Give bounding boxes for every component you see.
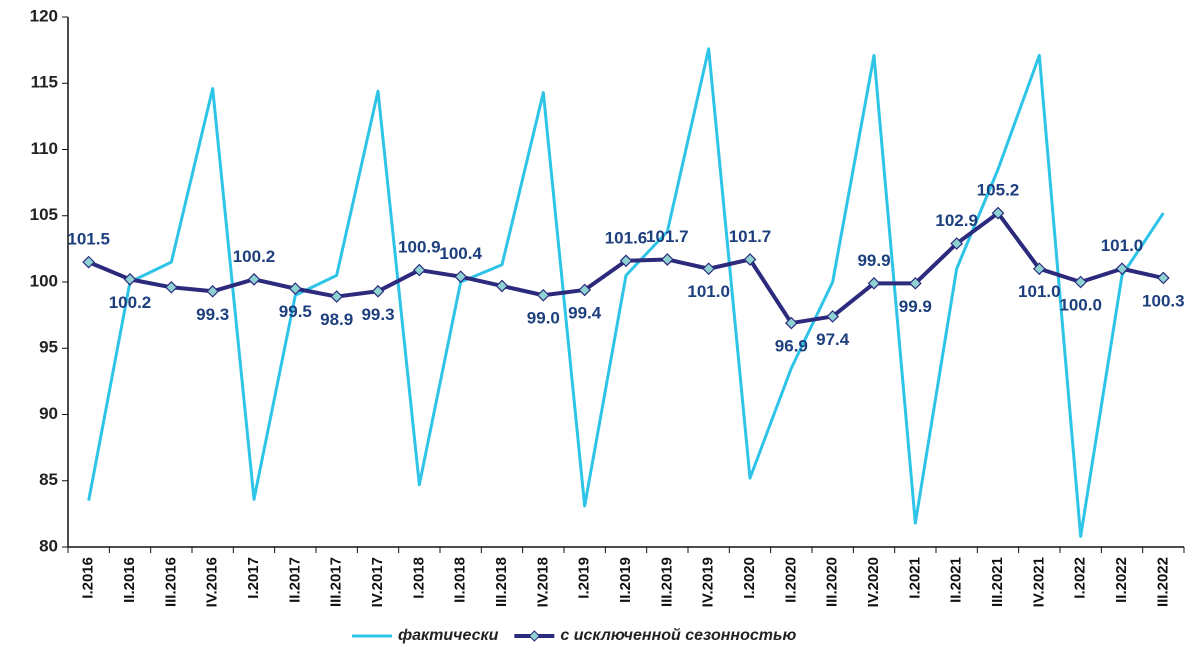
legend-label: фактически [398,627,499,644]
data-label: 101.0 [687,282,730,301]
y-tick-label: 110 [31,139,58,158]
x-tick-label: I.2022 [1072,557,1089,599]
data-label: 101.0 [1018,282,1061,301]
x-tick-label: IV.2017 [369,557,386,607]
x-tick-label: IV.2019 [700,557,717,607]
legend-marker [528,630,541,642]
x-tick-label: III.2019 [658,557,675,607]
data-label: 102.9 [935,211,978,230]
data-label: 99.3 [196,305,229,324]
marker [578,283,592,297]
marker [743,253,757,266]
x-tick-label: I.2020 [741,557,758,599]
marker [164,280,178,294]
data-label: 105.2 [977,181,1020,200]
data-label: 100.3 [1142,292,1185,311]
data-label: 99.3 [361,305,394,324]
marker [206,284,220,298]
x-tick-label: II.2017 [286,557,303,603]
data-label: 100.4 [439,244,482,263]
data-label: 99.9 [899,297,932,316]
x-tick-label: IV.2021 [1030,557,1047,607]
legend-label: с исключенной сезонностью [560,627,796,644]
y-tick-label: 115 [31,73,58,92]
data-label: 101.6 [605,228,648,247]
marker [991,206,1005,220]
data-label: 100.9 [398,238,441,257]
series-line [87,47,1165,538]
x-tick-label: I.2019 [576,557,593,599]
marker [123,273,137,286]
data-label: 101.0 [1101,236,1144,255]
marker [702,262,716,276]
marker [619,254,633,268]
x-tick-label: II.2019 [617,557,634,603]
marker [660,253,674,266]
y-tick-label: 80 [39,536,58,555]
x-tick-label: III.2022 [1154,557,1171,607]
x-tick-label: IV.2016 [204,557,221,607]
x-tick-label: III.2018 [493,557,510,607]
marker [82,255,96,269]
marker [288,282,302,295]
marker [1032,262,1046,276]
marker [330,290,344,303]
x-tick-label: I.2021 [906,557,923,599]
data-label: 97.4 [816,330,850,349]
y-tick-label: 120 [30,6,58,25]
x-tick-label: II.2018 [452,557,469,603]
x-tick-label: II.2016 [121,557,138,603]
x-tick-label: III.2020 [824,557,841,607]
marker [826,310,840,323]
marker [908,276,922,290]
x-tick-label: I.2017 [245,557,262,599]
data-label: 101.5 [67,230,110,249]
data-label: 99.4 [568,303,602,322]
x-tick-label: I.2016 [80,557,97,599]
data-label: 99.9 [857,251,890,270]
marker [867,276,881,290]
marker [950,237,964,250]
x-tick-label: II.2020 [782,557,799,603]
x-tick-label: II.2022 [1113,557,1130,603]
marker [412,263,426,277]
data-label: 101.7 [729,227,772,246]
marker [495,279,509,293]
marker [1115,262,1129,276]
data-label: 100.0 [1059,295,1102,314]
marker [371,284,385,298]
data-label: 99.5 [279,302,312,321]
x-tick-label: III.2017 [328,557,345,607]
marker [1156,271,1170,285]
data-label: 96.9 [775,337,808,356]
y-tick-label: 95 [39,338,58,357]
y-tick-label: 100 [30,271,58,290]
y-tick-label: 90 [39,404,58,423]
x-tick-label: II.2021 [948,557,965,603]
data-label: 101.7 [646,227,689,246]
y-tick-label: 105 [30,205,58,224]
x-tick-label: IV.2020 [865,557,882,607]
marker [536,288,550,302]
marker [1074,275,1088,289]
data-label: 100.2 [109,293,152,312]
marker [247,273,261,286]
x-tick-label: III.2016 [162,557,179,607]
data-label: 98.9 [320,310,353,329]
marker [784,316,798,330]
x-tick-label: IV.2018 [534,557,551,607]
x-tick-label: III.2021 [989,557,1006,607]
y-tick-label: 85 [39,470,58,489]
data-label: 99.0 [527,309,560,328]
data-label: 100.2 [233,247,276,266]
x-tick-label: I.2018 [410,557,427,599]
marker [454,270,468,284]
